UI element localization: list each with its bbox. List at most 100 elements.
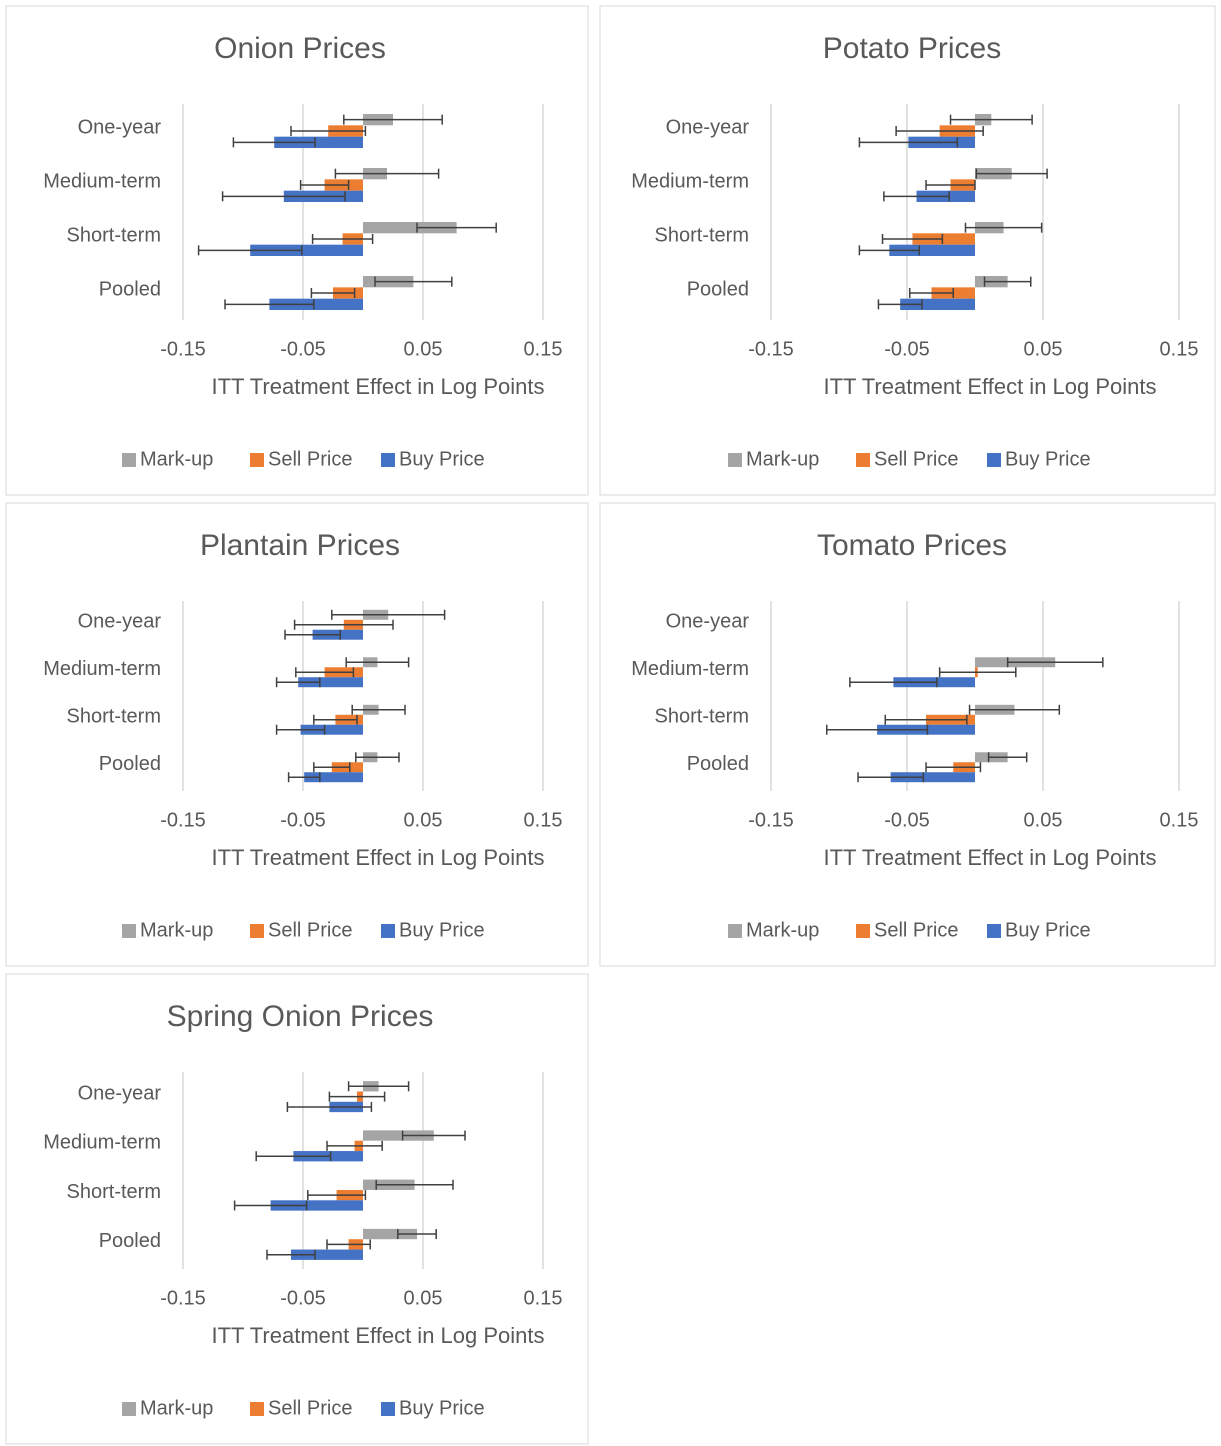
x-tick-label: -0.15 (748, 338, 794, 360)
bar (250, 244, 363, 257)
x-tick-label: 0.05 (404, 1287, 443, 1309)
bar (900, 298, 975, 311)
panel-border (5, 973, 589, 1445)
x-tick-label: 0.15 (524, 1287, 563, 1309)
category-label: Short-term (67, 1181, 161, 1203)
error-bar (857, 772, 925, 783)
legend-swatch (122, 453, 136, 467)
category-label: One-year (666, 611, 750, 633)
legend-swatch (987, 924, 1001, 938)
bar (291, 1249, 363, 1260)
legend-label: Sell Price (268, 919, 352, 941)
error-bar (964, 222, 1043, 233)
error-bar (895, 126, 984, 136)
error-bar (975, 168, 1048, 179)
category-label: Pooled (99, 753, 161, 775)
legend-swatch (250, 1402, 264, 1416)
x-axis-title: ITT Treatment Effect in Log Points (211, 1323, 544, 1348)
error-bar (197, 245, 303, 256)
legend-swatch (856, 924, 870, 938)
x-tick-label: 0.05 (404, 809, 443, 831)
x-tick-label: -0.05 (884, 338, 930, 360)
x-tick-label: 0.15 (1160, 809, 1199, 831)
bar (269, 298, 363, 311)
error-bar (293, 619, 394, 630)
panel-border (599, 5, 1216, 496)
error-bar (968, 704, 1061, 715)
x-tick-label: 0.15 (524, 338, 563, 360)
error-bar (983, 276, 1032, 287)
bar (363, 1228, 417, 1240)
legend-label: Mark-up (140, 919, 213, 941)
error-bar (307, 1190, 367, 1201)
error-bar (849, 677, 938, 688)
legend-swatch (381, 1402, 395, 1416)
error-bar (334, 168, 440, 179)
error-bar (375, 1179, 454, 1190)
legend-swatch (728, 453, 742, 467)
x-tick-label: -0.15 (160, 338, 206, 360)
x-tick-label: 0.05 (1024, 338, 1063, 360)
bar (300, 724, 363, 735)
error-bar (284, 629, 341, 640)
category-label: Short-term (655, 706, 749, 728)
category-label: One-year (78, 611, 162, 633)
error-bar (1006, 657, 1104, 668)
x-tick-label: -0.15 (748, 809, 794, 831)
error-bar (326, 1239, 371, 1250)
bar (889, 244, 975, 257)
error-bar (313, 762, 351, 773)
error-bar (290, 126, 367, 136)
category-label: One-year (666, 117, 750, 139)
x-tick-label: 0.15 (1160, 338, 1199, 360)
bar (363, 1130, 434, 1141)
x-axis-title: ITT Treatment Effect in Log Points (211, 845, 544, 870)
error-bar (884, 714, 968, 725)
error-bar (858, 137, 959, 148)
error-bar (401, 1130, 466, 1141)
category-label: Medium-term (43, 1132, 161, 1154)
x-tick-label: -0.15 (160, 809, 206, 831)
error-bar (925, 762, 982, 773)
error-bar (275, 724, 326, 735)
error-bar (987, 752, 1028, 763)
error-bar (949, 114, 1033, 125)
error-bar (266, 1249, 316, 1260)
chart-title: Tomato Prices (817, 529, 1007, 562)
panel-border (5, 502, 589, 967)
legend-swatch (381, 924, 395, 938)
error-bar (326, 1140, 383, 1151)
legend-swatch (728, 924, 742, 938)
legend-label: Sell Price (268, 1397, 352, 1419)
error-bar (826, 724, 929, 735)
error-bar (232, 137, 316, 148)
error-bar (883, 191, 950, 202)
category-label: Pooled (99, 1230, 161, 1252)
x-tick-label: -0.05 (280, 338, 326, 360)
error-bar (908, 288, 954, 298)
error-bar (255, 1151, 332, 1162)
legend-swatch (250, 924, 264, 938)
chart-title: Plantain Prices (200, 529, 400, 562)
bar (270, 1200, 363, 1211)
x-tick-label: 0.05 (1024, 809, 1063, 831)
error-bar (351, 704, 406, 715)
error-bar (328, 1091, 386, 1102)
chart-title: Potato Prices (823, 32, 1001, 65)
error-bar (374, 276, 453, 287)
error-bar (347, 1081, 410, 1092)
panel-border (5, 5, 589, 496)
bar (912, 233, 975, 245)
category-label: Short-term (67, 706, 161, 728)
legend-swatch (381, 453, 395, 467)
legend-swatch (987, 453, 1001, 467)
error-bar (416, 222, 497, 233)
x-tick-label: -0.05 (280, 1287, 326, 1309)
chart-title: Onion Prices (214, 32, 386, 65)
x-tick-label: -0.05 (884, 809, 930, 831)
bar (298, 677, 363, 688)
x-tick-label: 0.15 (524, 809, 563, 831)
x-tick-label: 0.05 (404, 338, 443, 360)
bar (363, 221, 457, 234)
category-label: One-year (78, 1082, 162, 1104)
